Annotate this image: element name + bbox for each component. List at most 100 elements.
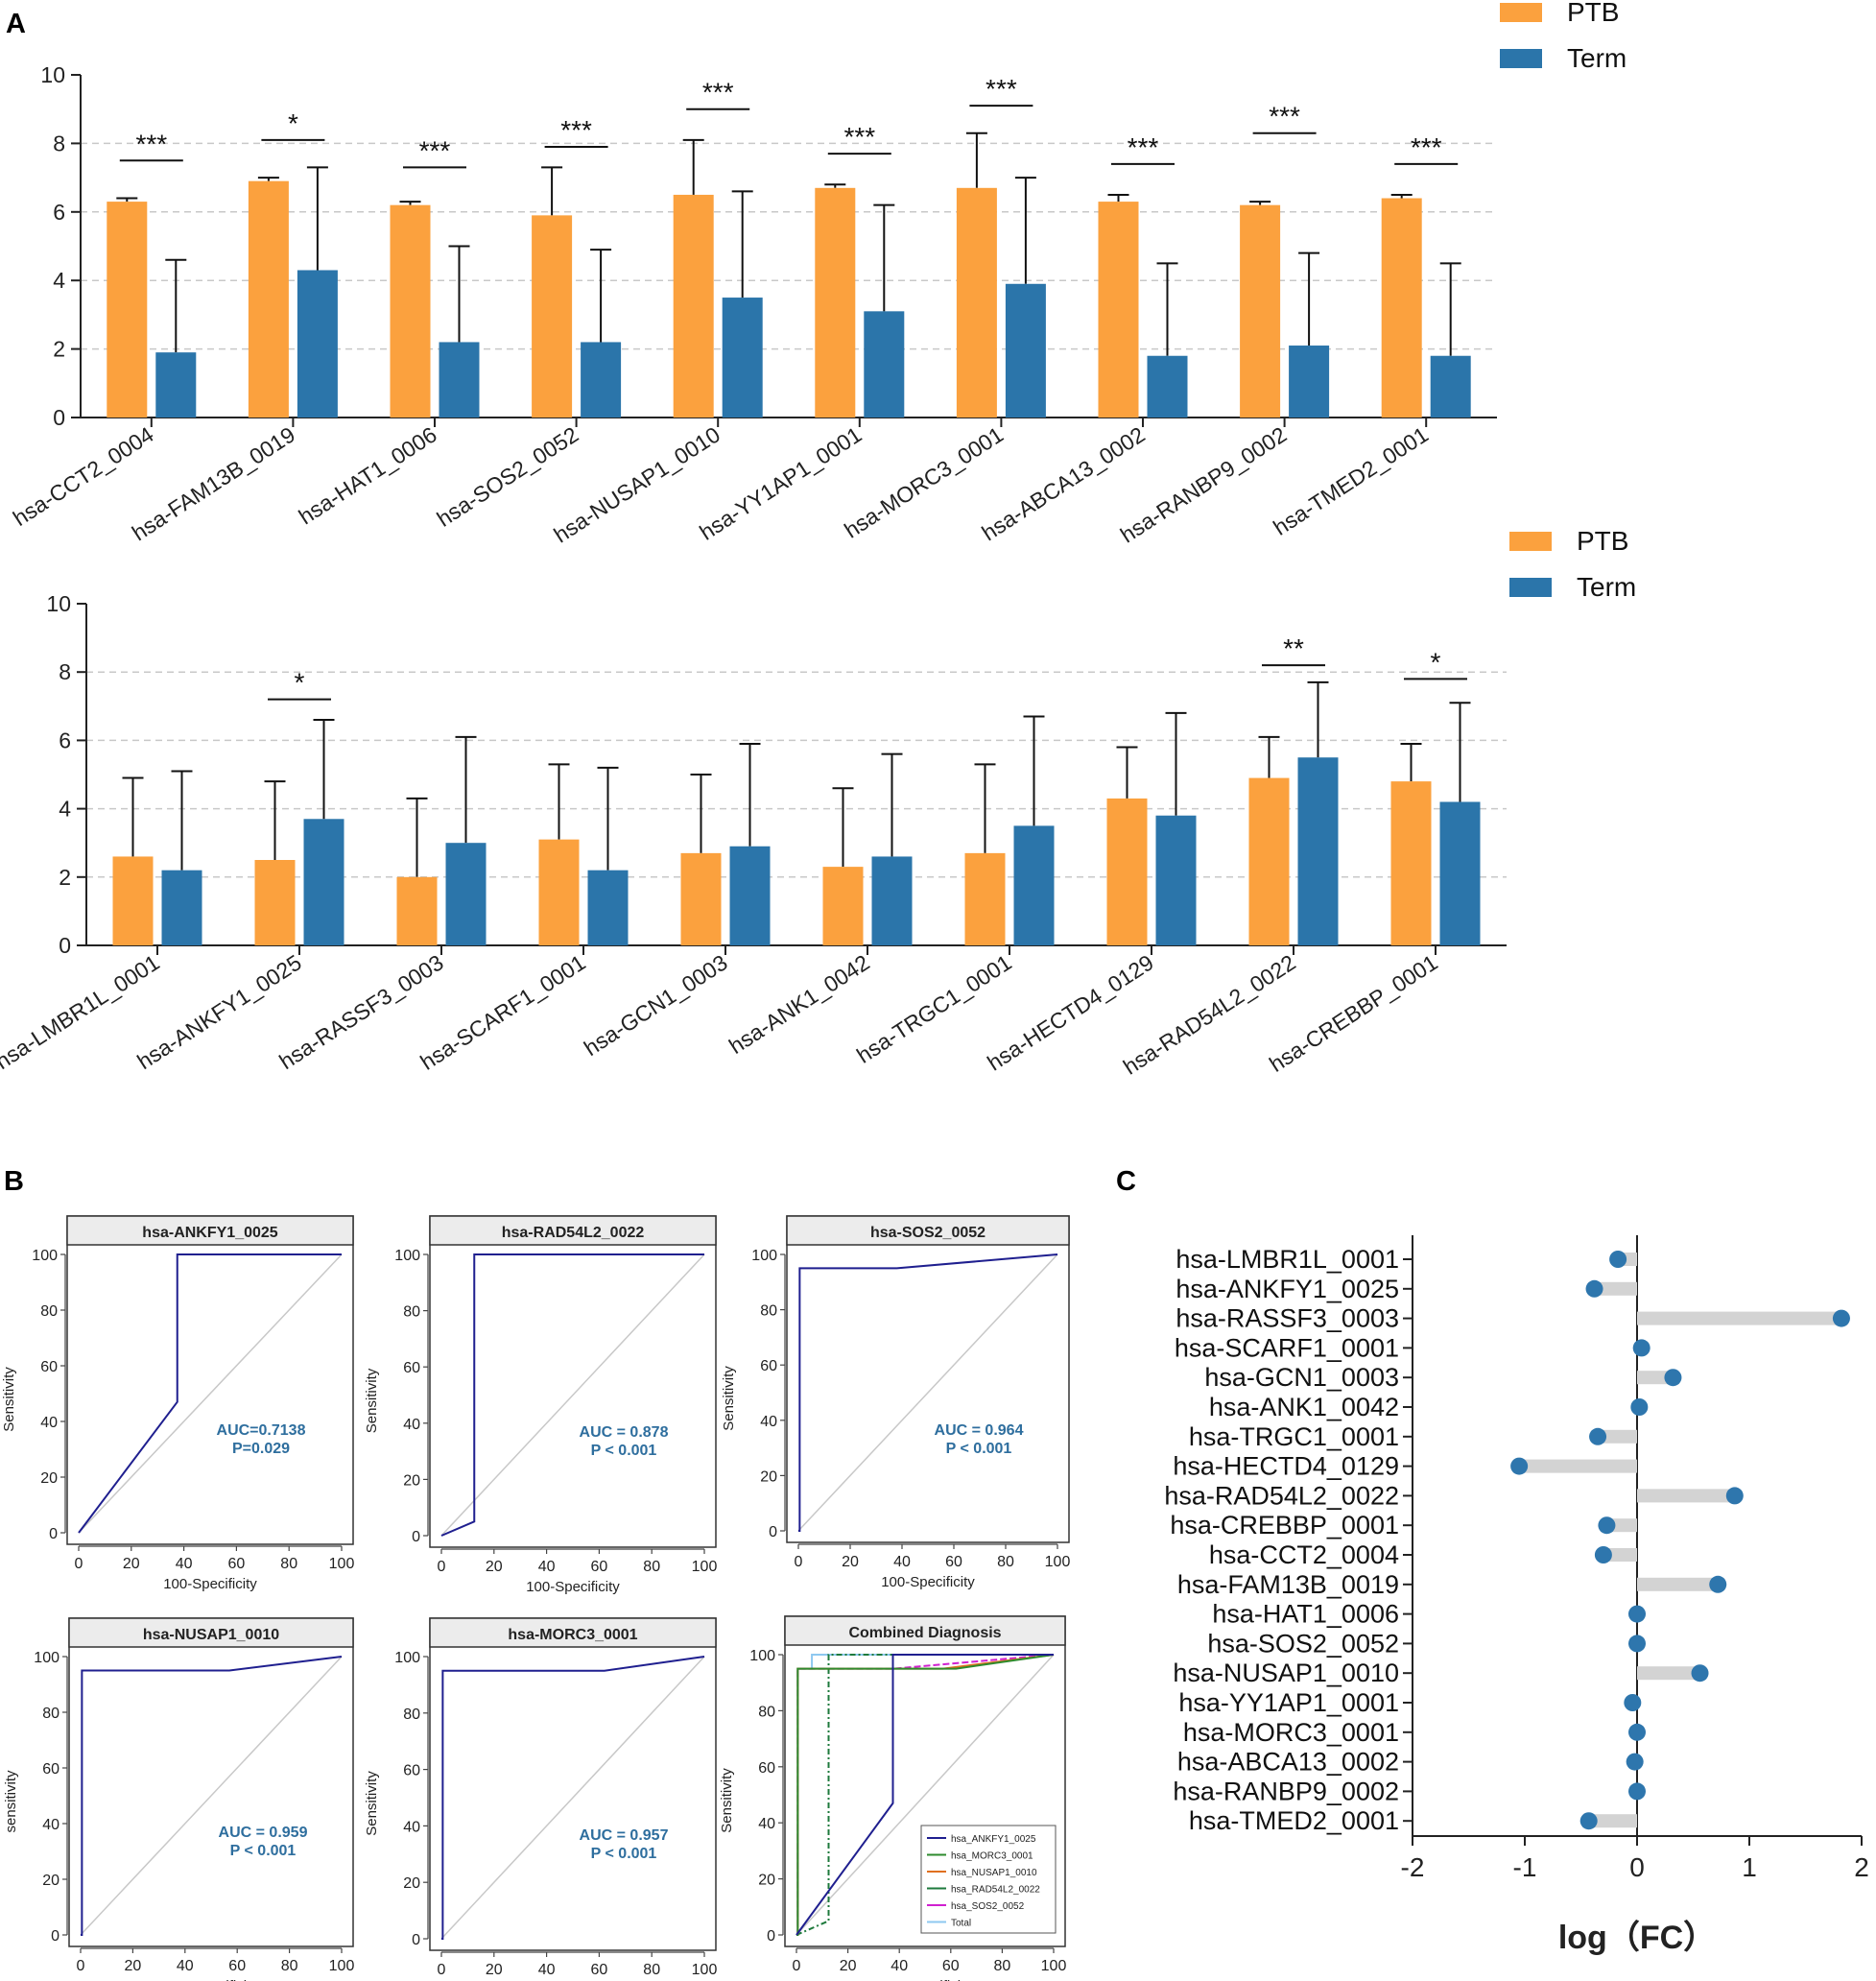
y-axis-label: Sensitivity bbox=[1, 1367, 17, 1432]
legend-swatch-ptb bbox=[1500, 3, 1542, 22]
bar-ptb bbox=[822, 867, 864, 945]
lollipop-stem bbox=[1637, 1666, 1700, 1681]
lollipop-dot bbox=[1628, 1782, 1646, 1801]
bar-term bbox=[1439, 801, 1481, 945]
roc-frame bbox=[68, 1617, 354, 1947]
x-tick-label: 80 bbox=[994, 1958, 1011, 1974]
x-tick-label: 60 bbox=[942, 1958, 960, 1974]
roc-legend-label: Total bbox=[951, 1919, 971, 1929]
reference-diagonal bbox=[440, 1656, 705, 1940]
p-value: P < 0.001 bbox=[591, 1846, 657, 1862]
y-axis-label: Sensitivity bbox=[364, 1368, 380, 1433]
legend-swatch-term bbox=[1500, 49, 1542, 68]
bar-ptb bbox=[254, 860, 296, 945]
roc-panel: hsa-RAD54L2_0022 0 0 20 20 40 40 60 60 80 80 100 100… bbox=[364, 1215, 718, 1595]
x-axis-label: 100-Specificity bbox=[526, 1579, 620, 1595]
x-tick-label: 2 bbox=[1854, 1852, 1869, 1882]
x-tick-label: 20 bbox=[486, 1962, 503, 1978]
roc-title-bar bbox=[429, 1617, 717, 1648]
x-tick-label: 100 bbox=[692, 1559, 718, 1575]
roc-panel: hsa-NUSAP1_0010 0 0 20 20 40 40 60 60 80 80 100 100 1… bbox=[3, 1617, 354, 1981]
y-tick-label: hsa-GCN1_0003 bbox=[1204, 1363, 1399, 1392]
y-tick-label: 0 bbox=[49, 1526, 58, 1542]
lollipop-dot bbox=[1624, 1694, 1642, 1711]
roc-curve bbox=[796, 1654, 1054, 1936]
significance-stars: *** bbox=[1411, 132, 1442, 162]
roc-panel: hsa-SOS2_0052 0 0 20 20 40 40 60 60 80 80 100 100 100… bbox=[721, 1215, 1071, 1590]
bar-term bbox=[1013, 825, 1055, 945]
lollipop-dot bbox=[1585, 1279, 1603, 1298]
auc-value: AUC = 0.964 bbox=[935, 1422, 1024, 1439]
bar-ptb bbox=[956, 187, 997, 418]
y-tick-label: 20 bbox=[403, 1875, 420, 1892]
y-tick-label: hsa-ANK1_0042 bbox=[1209, 1393, 1399, 1421]
bar-chart-bottom: 0246810hsa-LMBR1L_0001hsa-ANKFY1_0025*hs… bbox=[0, 526, 1636, 1080]
bar-ptb bbox=[815, 187, 856, 418]
x-tick-label: 100 bbox=[1045, 1554, 1071, 1570]
y-tick-label: 80 bbox=[403, 1304, 420, 1321]
logfc-lollipop-chart: -2 -1 0 1 2 log（FC） hsa-LMBR1L_0001hsa-ANKFY1_… bbox=[1164, 1235, 1869, 1956]
y-tick-label: 80 bbox=[40, 1303, 58, 1320]
bar-term bbox=[587, 870, 629, 945]
y-axis-label: Sensitivity bbox=[719, 1768, 735, 1833]
y-tick-label: 0 bbox=[59, 933, 71, 958]
y-tick-label: 2 bbox=[59, 865, 71, 890]
y-tick-label: 6 bbox=[59, 728, 71, 752]
significance-stars: *** bbox=[135, 129, 167, 158]
x-tick-label: 0 bbox=[1629, 1852, 1645, 1882]
x-tick-label: 100 bbox=[329, 1556, 355, 1572]
bar-term bbox=[439, 342, 480, 418]
roc-legend-box bbox=[920, 1825, 1057, 1934]
bar-term bbox=[581, 342, 622, 418]
x-tick-label: 0 bbox=[438, 1962, 446, 1978]
y-tick-label: 8 bbox=[53, 131, 65, 155]
roc-title: Combined Diagnosis bbox=[848, 1625, 1001, 1641]
significance-stars: * bbox=[1431, 647, 1441, 677]
significance-stars: *** bbox=[419, 135, 451, 165]
lollipop-dot bbox=[1628, 1723, 1646, 1741]
bar-ptb bbox=[1390, 781, 1432, 945]
reference-diagonal bbox=[78, 1253, 343, 1534]
y-tick-label: hsa-ABCA13_0002 bbox=[1177, 1748, 1399, 1777]
significance-stars: *** bbox=[1269, 102, 1300, 131]
p-value: P < 0.001 bbox=[591, 1443, 657, 1459]
auc-value: AUC=0.7138 bbox=[217, 1422, 306, 1439]
y-tick-label: 100 bbox=[749, 1648, 775, 1664]
legend-label-ptb: PTB bbox=[1567, 0, 1619, 27]
x-tick-label: 0 bbox=[795, 1554, 803, 1570]
roc-legend-label: hsa_ANKFY1_0025 bbox=[951, 1834, 1036, 1845]
roc-title: hsa-RAD54L2_0022 bbox=[502, 1225, 645, 1241]
x-tick-label: -1 bbox=[1513, 1852, 1537, 1882]
y-tick-label: 4 bbox=[53, 268, 65, 293]
y-tick-label: 20 bbox=[42, 1873, 59, 1889]
x-tick-label: 100 bbox=[1041, 1958, 1067, 1974]
roc-frame bbox=[429, 1617, 717, 1951]
lollipop-stem bbox=[1594, 1281, 1637, 1296]
x-tick-label: 40 bbox=[538, 1962, 556, 1978]
legend-swatch-ptb bbox=[1509, 532, 1552, 551]
x-tick-label: hsa-HAT1_0006 bbox=[295, 421, 441, 529]
roc-title-bar bbox=[429, 1215, 717, 1246]
bar-ptb bbox=[673, 194, 714, 418]
y-tick-label: 20 bbox=[403, 1472, 420, 1489]
x-tick-label: 0 bbox=[75, 1556, 83, 1572]
y-tick-label: 0 bbox=[53, 405, 65, 430]
y-tick-label: hsa-SOS2_0052 bbox=[1207, 1629, 1399, 1658]
y-tick-label: 6 bbox=[53, 200, 65, 225]
auc-value: AUC = 0.959 bbox=[219, 1825, 308, 1841]
bar-term bbox=[1289, 346, 1330, 418]
y-tick-label: 0 bbox=[769, 1524, 777, 1540]
lollipop-stem bbox=[1588, 1814, 1637, 1828]
y-axis-label: sensitivity bbox=[3, 1770, 19, 1833]
bar-ptb bbox=[396, 876, 438, 945]
lollipop-stem bbox=[1637, 1311, 1841, 1325]
y-tick-label: hsa-FAM13B_0019 bbox=[1177, 1570, 1399, 1599]
x-tick-label: -2 bbox=[1401, 1852, 1425, 1882]
y-tick-label: 40 bbox=[760, 1414, 777, 1430]
significance-stars: * bbox=[288, 108, 298, 138]
x-tick-label: 40 bbox=[891, 1958, 908, 1974]
lollipop-dot bbox=[1609, 1251, 1627, 1268]
bar-term bbox=[729, 846, 771, 945]
y-tick-label: 100 bbox=[751, 1248, 777, 1264]
bar-term bbox=[155, 352, 197, 418]
